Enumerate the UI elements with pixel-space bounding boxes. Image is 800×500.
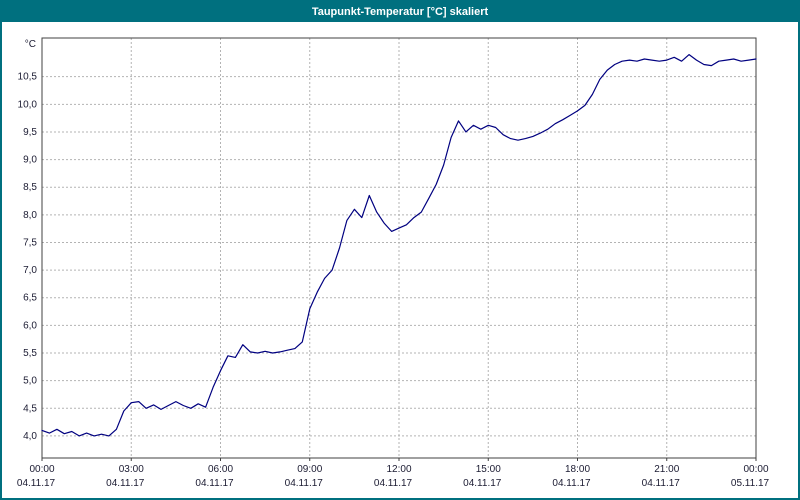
- y-tick-label: 9,5: [23, 127, 37, 138]
- x-tick-time-label: 12:00: [386, 464, 411, 475]
- x-tick-time-label: 06:00: [208, 464, 233, 475]
- x-tick-time-label: 21:00: [654, 464, 679, 475]
- y-tick-label: 4,5: [23, 403, 37, 414]
- x-tick-date-label: 04.11.17: [642, 478, 681, 489]
- x-tick-time-label: 15:00: [476, 464, 501, 475]
- x-tick-time-label: 18:00: [565, 464, 590, 475]
- y-tick-label: 8,0: [23, 210, 37, 221]
- x-tick-time-label: 00:00: [743, 464, 768, 475]
- y-tick-label: 4,0: [23, 431, 37, 442]
- chart-svg: 4,0 4,5 5,0 5,5 6,0 6,5 7,0 7,5 8,0 8,5 9,0 9,5 10,0…: [17, 37, 770, 489]
- x-tick-date-label: 04.11.17: [374, 478, 413, 489]
- y-tick-label: 7,5: [23, 237, 37, 248]
- x-tick-date-label: 04.11.17: [195, 478, 234, 489]
- x-tick-date-label: 05.11.17: [731, 478, 770, 489]
- x-tick-date-label: 04.11.17: [463, 478, 502, 489]
- y-tick-label: 10,5: [18, 72, 38, 83]
- x-tick-date-label: 04.11.17: [17, 478, 56, 489]
- x-tick-time-label: 00:00: [29, 464, 54, 475]
- x-tick-time-label: 03:00: [119, 464, 144, 475]
- series-line: [41, 53, 757, 437]
- window-title: Taupunkt-Temperatur [°C] skaliert: [311, 6, 489, 18]
- y-tick-label: 8,5: [23, 182, 37, 193]
- x-tick-time-label: 09:00: [297, 464, 322, 475]
- y-tick-label: 5,0: [23, 376, 37, 387]
- x-tick-date-label: 04.11.17: [106, 478, 145, 489]
- chart-area: 4,0 4,5 5,0 5,5 6,0 6,5 7,0 7,5 8,0 8,5 9,0 9,5 10,0…: [2, 22, 798, 498]
- window-title-bar: Taupunkt-Temperatur [°C] skaliert: [2, 2, 798, 22]
- x-tick-date-label: 04.11.17: [552, 478, 591, 489]
- y-tick-label: 7,0: [23, 265, 37, 276]
- x-tick-date-label: 04.11.17: [285, 478, 324, 489]
- y-tick-label: 6,5: [23, 293, 37, 304]
- y-tick-label: 5,5: [23, 348, 37, 359]
- y-tick-label: 10,0: [18, 99, 38, 110]
- y-axis-unit-label: °C: [25, 39, 36, 50]
- plot-frame: [41, 37, 757, 459]
- y-tick-label: 6,0: [23, 320, 37, 331]
- y-tick-label: 9,0: [23, 155, 37, 166]
